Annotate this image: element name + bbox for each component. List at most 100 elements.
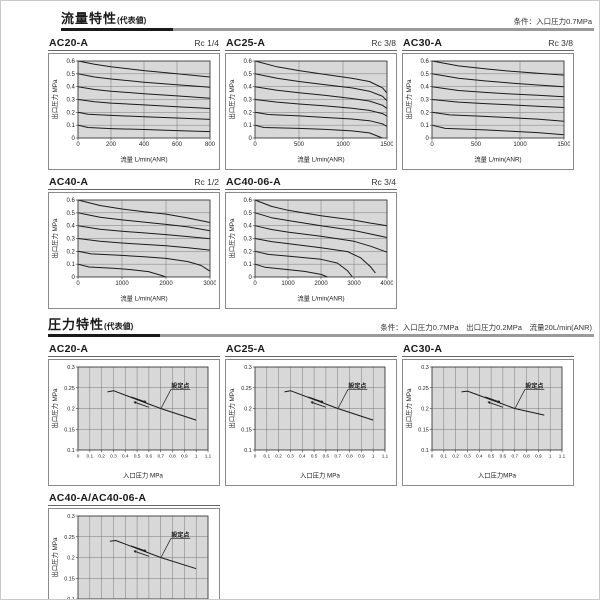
svg-text:0.6: 0.6: [66, 59, 75, 65]
series-0.2: [254, 250, 353, 278]
set-point-annotation: 設定点: [171, 382, 189, 390]
flow-ac25-svg: 0 500 1000 1500 0 0.1 0.2 0.3 0.4 0.5 0.6 流量 L/min(…: [227, 59, 394, 164]
series-0.5: [431, 73, 565, 88]
svg-text:0.3: 0.3: [66, 237, 75, 243]
svg-text:0.1: 0.1: [243, 262, 252, 268]
series-0.6: [77, 60, 211, 78]
svg-text:0.1: 0.1: [420, 123, 429, 129]
svg-text:1000: 1000: [513, 142, 527, 148]
svg-text:0.25: 0.25: [64, 535, 75, 541]
series-0.5: [254, 212, 388, 238]
svg-text:0.3: 0.3: [110, 454, 117, 459]
chart-model-title: AC25-A: [226, 343, 266, 355]
direction-arrow-icon: [310, 401, 314, 405]
svg-text:0.3: 0.3: [67, 365, 75, 371]
svg-text:0.3: 0.3: [464, 454, 471, 459]
svg-text:0.15: 0.15: [64, 427, 75, 433]
series-0.2: [77, 111, 211, 120]
chart-card-ac40-pressure: AC40-A/AC40-06-A 00.10.20.30.40.50.60.70…: [48, 491, 220, 599]
svg-text:0.2: 0.2: [67, 556, 75, 562]
series-outlet-pressure: [284, 390, 374, 421]
chart-model-title: AC25-A: [226, 37, 266, 49]
svg-text:0.3: 0.3: [243, 237, 252, 243]
svg-text:1.1: 1.1: [559, 454, 566, 459]
direction-arrow-icon: [320, 400, 324, 403]
series-0.3: [431, 99, 565, 108]
svg-text:1000: 1000: [336, 142, 350, 148]
flow-chart-row-2: AC40-A Rc 1/2 0 1000 2000 3000 0 0.1 0.2 0.3 0.4…: [48, 175, 594, 309]
flow-section-title: 流量特性: [61, 11, 118, 26]
svg-text:0.5: 0.5: [134, 454, 141, 459]
svg-text:出口圧力 MPa: 出口圧力 MPa: [404, 388, 413, 428]
svg-text:出口圧力 MPa: 出口圧力 MPa: [50, 79, 59, 119]
svg-text:出口圧力 MPa: 出口圧力 MPa: [404, 79, 413, 119]
svg-text:0.5: 0.5: [311, 454, 318, 459]
svg-text:0.4: 0.4: [122, 454, 129, 459]
series-0.2: [77, 250, 211, 272]
flow-chart-ac30: 0 500 1000 1500 0 0.1 0.2 0.3 0.4 0.5 0.6 流量 L/min(…: [402, 53, 574, 170]
pressure-section-title-suffix: (代表値): [104, 322, 134, 331]
svg-text:2000: 2000: [314, 281, 328, 287]
svg-text:1: 1: [549, 454, 552, 459]
series-0.6: [431, 60, 565, 76]
port-size-label: Rc 3/4: [371, 177, 396, 187]
svg-text:600: 600: [172, 142, 183, 148]
series-0.5: [77, 73, 211, 88]
svg-text:0.2: 0.2: [243, 249, 252, 255]
svg-text:0.9: 0.9: [181, 454, 188, 459]
port-size-label: Rc 3/8: [548, 38, 573, 48]
svg-text:800: 800: [205, 142, 216, 148]
series-0.3: [77, 99, 211, 109]
chart-card-ac30-flow: AC30-A Rc 3/8 0 500 1000 1500 0 0.1 0.2 0.3 0.4 0…: [402, 36, 574, 170]
port-size-label: Rc 3/8: [371, 38, 396, 48]
flow-ac40-06-svg: 0 1000 2000 3000 4000 0 0.1 0.2 0.3 0.4 0.5 0.6 流量 L…: [227, 198, 394, 303]
svg-text:0: 0: [253, 281, 257, 287]
svg-text:0: 0: [253, 142, 257, 148]
chart-card-header: AC40-A Rc 1/2: [48, 175, 220, 190]
chart-card-ac25-pressure: AC25-A 0 0.1 0.2 0.3 0.4 0.5 0.6 0.7 0.8 0.9 1 1.1 0…: [225, 342, 397, 486]
chart-card-ac25-flow: AC25-A Rc 3/8 0 500 1000 1500 0 0.1 0.2 0.3 0.4 0…: [225, 36, 397, 170]
svg-text:流量 L/min(ANR): 流量 L/min(ANR): [474, 155, 521, 164]
svg-text:0.5: 0.5: [243, 72, 252, 78]
svg-text:0.25: 0.25: [241, 386, 252, 392]
svg-text:0.15: 0.15: [241, 427, 252, 433]
svg-text:3000: 3000: [203, 281, 216, 287]
flow-ac20-svg: 0 200 400 600 800 0 0.1 0.2 0.3 0.4 0.5 0.6 流量 L/min…: [50, 59, 216, 164]
series-0.6: [77, 199, 211, 223]
svg-text:0.2: 0.2: [421, 407, 429, 413]
section-rule-accent: [48, 334, 160, 337]
svg-text:0.1: 0.1: [87, 454, 94, 459]
svg-text:0.7: 0.7: [334, 454, 341, 459]
svg-text:0.15: 0.15: [418, 427, 429, 433]
svg-text:0.3: 0.3: [244, 365, 252, 371]
svg-text:0.8: 0.8: [523, 454, 530, 459]
chart-card-header: AC25-A: [225, 342, 397, 357]
pressure-chart-row-2: AC40-A/AC40-06-A 00.10.20.30.40.50.60.70…: [48, 491, 594, 599]
svg-text:2000: 2000: [159, 281, 173, 287]
press-ac20-svg: 0 0.1 0.2 0.3 0.4 0.5 0.6 0.7 0.8 0.9 1 1.10.10.150…: [50, 365, 212, 480]
svg-text:0.1: 0.1: [66, 123, 75, 129]
svg-text:0.4: 0.4: [243, 224, 252, 230]
svg-text:0.3: 0.3: [67, 514, 75, 520]
chart-model-title: AC40-A/AC40-06-A: [49, 492, 147, 504]
svg-text:0.6: 0.6: [420, 59, 429, 65]
flow-ac40-svg: 0 1000 2000 3000 0 0.1 0.2 0.3 0.4 0.5 0.6 流量 L/min…: [50, 198, 217, 303]
series-0.1: [77, 263, 167, 278]
series-0.5: [77, 212, 211, 232]
svg-text:1000: 1000: [281, 281, 295, 287]
svg-text:0.4: 0.4: [66, 224, 75, 230]
chart-card-ac40-flow: AC40-A Rc 1/2 0 1000 2000 3000 0 0.1 0.2 0.3 0.4…: [48, 175, 220, 309]
svg-text:200: 200: [106, 142, 117, 148]
svg-text:0.25: 0.25: [64, 386, 75, 392]
chart-card-header: AC20-A Rc 1/4: [48, 36, 220, 51]
svg-text:0.6: 0.6: [243, 59, 252, 65]
svg-text:0.2: 0.2: [67, 407, 75, 413]
direction-arrow-icon: [487, 401, 491, 405]
svg-text:流量 L/min(ANR): 流量 L/min(ANR): [297, 294, 344, 303]
svg-text:0.5: 0.5: [66, 211, 75, 217]
svg-text:出口圧力 MPa: 出口圧力 MPa: [227, 388, 236, 428]
set-point-annotation: 設定点: [525, 382, 543, 390]
svg-text:0.1: 0.1: [67, 448, 75, 454]
svg-text:0.7: 0.7: [511, 454, 518, 459]
set-point-annotation: 設定点: [171, 531, 189, 539]
